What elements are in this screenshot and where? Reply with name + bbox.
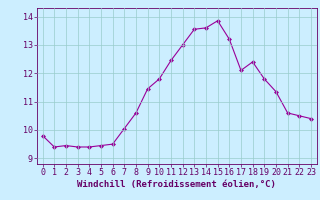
X-axis label: Windchill (Refroidissement éolien,°C): Windchill (Refroidissement éolien,°C) — [77, 180, 276, 189]
